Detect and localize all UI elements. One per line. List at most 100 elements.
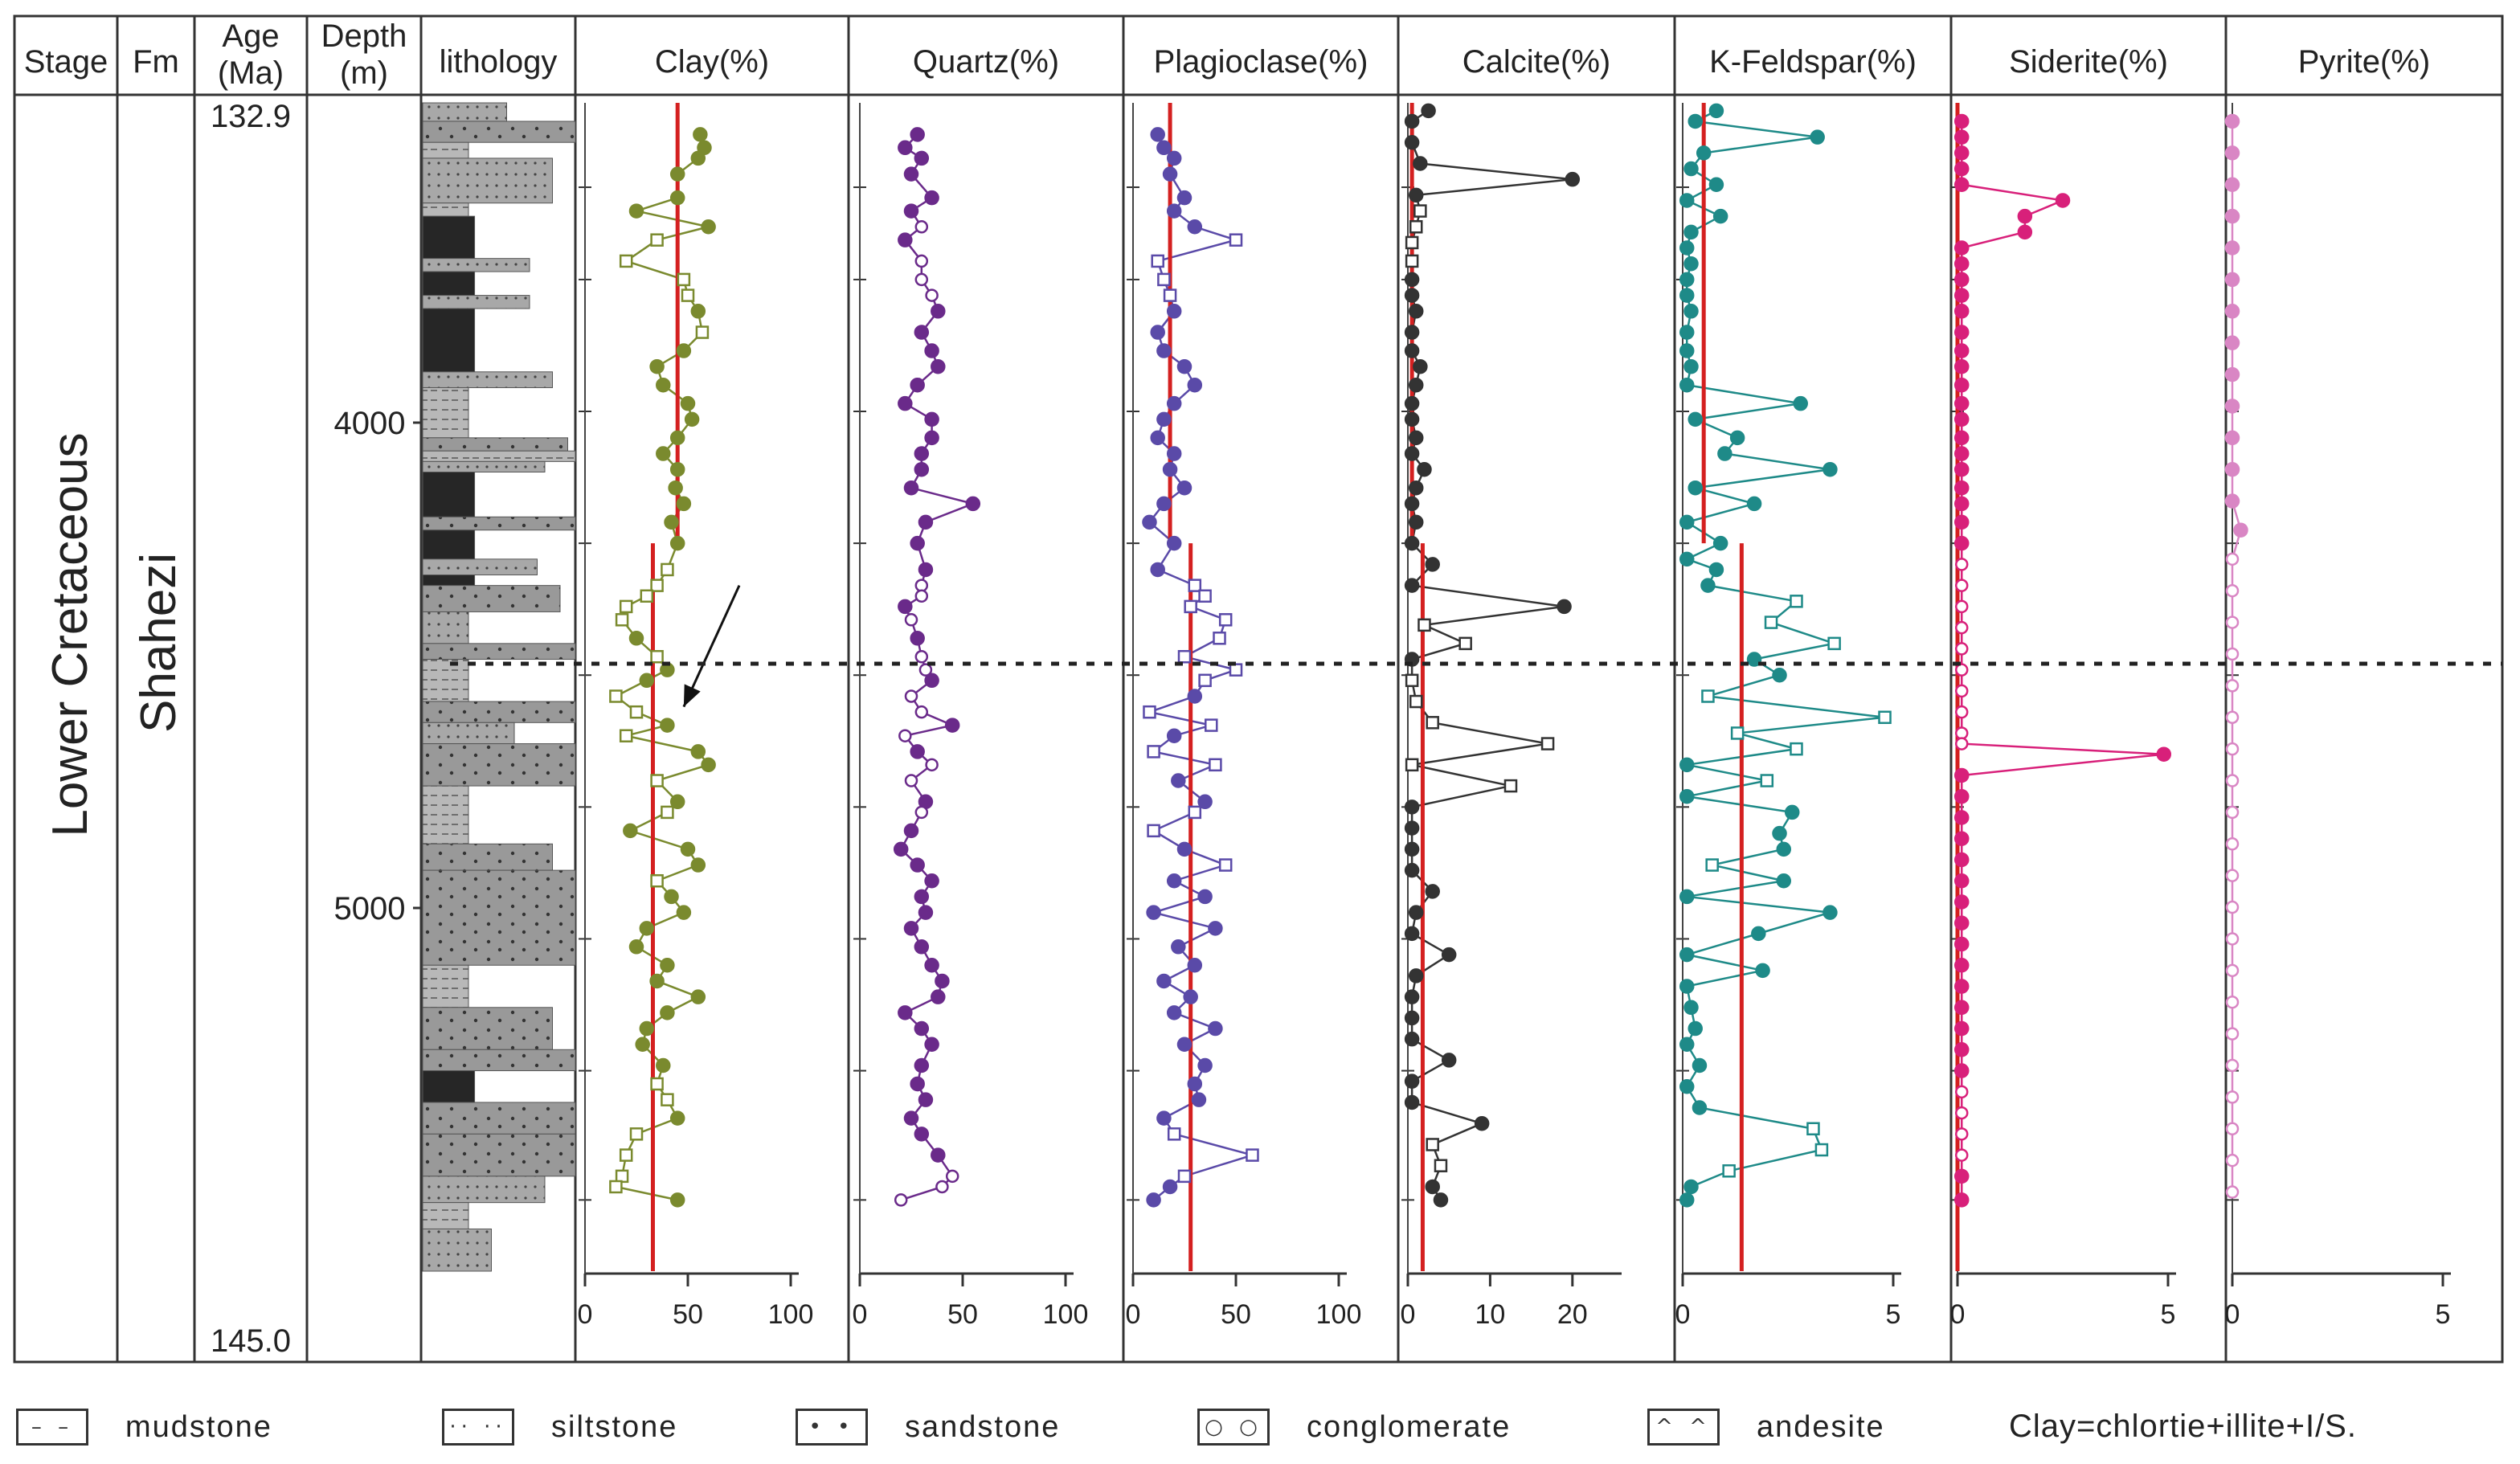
x-tick-label-siderite: 0 [1950,1299,1966,1330]
data-point-pyrite [2225,1090,2240,1104]
data-point-quartz [935,1180,949,1194]
data-point-plagioclase [1151,254,1164,268]
data-point-clay [669,461,685,477]
data-point-plagioclase [1187,958,1203,973]
data-point-siderite [1953,1168,1970,1184]
data-point-clay [609,689,623,703]
data-point-calcite [1441,1053,1457,1068]
data-point-quartz [904,613,918,627]
data-point-kfeldspar [1784,804,1800,820]
x-tick-label-plagioclase: 0 [1126,1299,1141,1330]
x-tick-label-kfeldspar: 0 [1675,1299,1691,1330]
data-point-kfeldspar [1772,825,1787,841]
data-point-calcite [1404,578,1420,593]
data-point-clay [639,1020,655,1037]
data-point-pyrite [2224,493,2240,509]
data-point-plagioclase [1150,127,1165,142]
data-point-quartz [898,599,913,615]
data-point-pyrite [2225,1122,2240,1136]
data-point-quartz [904,689,918,703]
data-point-clay [639,921,655,936]
data-point-clay [628,203,644,219]
data-point-quartz [918,905,934,920]
x-tick-label-quartz: 100 [1043,1299,1089,1330]
data-point-clay [669,1110,685,1126]
data-point-clay [669,1192,685,1208]
data-point-plagioclase [1166,150,1182,166]
data-point-calcite [1565,171,1581,187]
mineral-plots: 0 50 100 0 50 100 0 50 100 0 10 20 0 5 0 5 0 5 [578,103,2451,1330]
lithology-bed-mudstone [422,141,469,159]
data-point-kfeldspar [1790,595,1803,608]
legend: – – mudstone ·· ·· siltstone • • sandsto… [16,1402,2507,1458]
data-point-clay [629,705,644,719]
data-point-plagioclase [1177,1169,1192,1184]
data-point-clay [669,430,685,446]
data-point-pyrite [2225,995,2240,1009]
data-point-clay [690,150,706,166]
data-point-pyrite [2224,208,2240,224]
data-point-plagioclase [1162,461,1178,477]
data-point-kfeldspar [1679,1037,1695,1052]
data-point-kfeldspar [1712,208,1728,224]
data-point-calcite [1540,737,1555,750]
siltstone-symbol: ·· ·· [442,1409,514,1446]
data-point-calcite [1458,636,1472,651]
data-point-quartz [910,857,925,873]
data-point-siderite [1953,343,1970,358]
data-point-kfeldspar [1683,161,1699,177]
data-point-clay [681,288,695,302]
data-point-siderite [1953,936,1970,952]
title-pyrite: Pyrite(%) [2298,44,2430,80]
data-point-plagioclase [1184,599,1197,614]
data-point-kfeldspar [1679,377,1695,393]
data-point-siderite [1954,663,1969,677]
data-point-plagioclase [1188,805,1202,820]
conglomerate-label: conglomerate [1307,1409,1512,1444]
series-line-kfeldspar [1683,109,1885,1200]
data-point-pyrite [2225,615,2240,629]
lithology-bed-dark [422,530,476,560]
data-point-kfeldspar [1679,788,1695,804]
data-point-kfeldspar [1746,652,1762,667]
data-point-pyrite [2225,1058,2240,1073]
data-point-siderite [1953,145,1970,161]
data-point-calcite [1404,446,1420,461]
data-point-plagioclase [1162,1179,1178,1195]
data-point-clay [619,599,633,614]
x-tick-label-pyrite: 0 [2225,1299,2240,1330]
data-point-clay [656,377,671,393]
data-point-quartz [924,958,939,973]
data-point-quartz [931,1147,946,1163]
data-point-plagioclase [1176,1037,1192,1052]
data-point-clay [656,1057,671,1073]
data-point-quartz [924,343,939,358]
data-point-plagioclase [1198,589,1212,603]
data-point-quartz [898,1005,913,1020]
data-point-plagioclase [1147,824,1160,838]
data-point-siderite [1953,377,1970,393]
data-point-quartz [914,1057,930,1073]
data-point-clay [628,631,644,646]
data-point-clay [649,973,665,989]
x-tick-label-calcite: 20 [1557,1299,1588,1330]
data-point-pyrite [2225,552,2240,566]
x-tick-label-clay: 50 [673,1299,703,1330]
data-point-kfeldspar [1806,1122,1820,1136]
data-point-quartz [903,1110,919,1126]
data-point-calcite [1404,325,1420,340]
data-point-calcite [1474,1115,1490,1131]
header-age-line1: Age [222,18,279,54]
legend-sandstone: • • sandstone [796,1409,1060,1446]
data-point-siderite [1953,810,1970,825]
data-point-calcite [1434,1159,1448,1172]
data-point-clay [701,219,716,235]
data-point-plagioclase [1156,411,1172,427]
data-point-calcite [1404,820,1420,836]
lithology-bed-siltstone [422,1176,546,1204]
data-point-clay [661,562,674,577]
data-point-clay [619,254,633,268]
data-point-siderite [1953,1042,1970,1057]
data-point-plagioclase [1171,939,1186,955]
data-point-kfeldspar [1772,667,1787,683]
